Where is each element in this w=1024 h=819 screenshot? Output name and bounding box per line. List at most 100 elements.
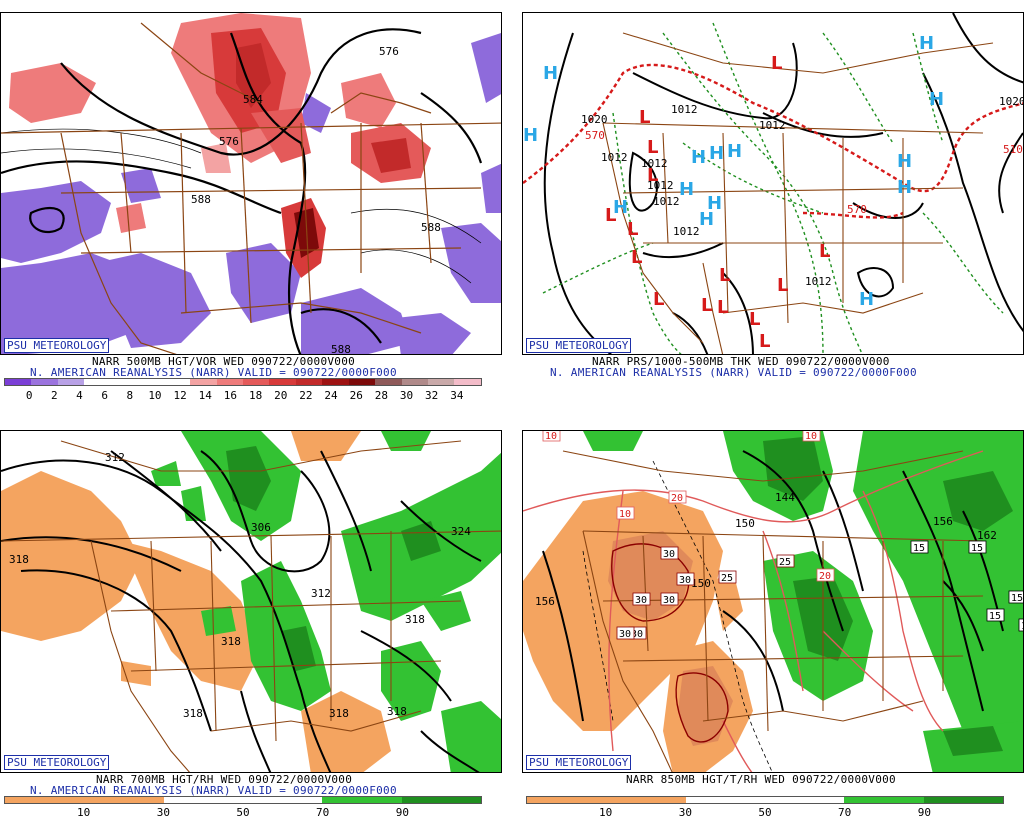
svg-text:25: 25 (779, 557, 791, 568)
contour-label: 318 (405, 613, 425, 626)
pressure-centers: H H H H H H H H H H H H H H L L L L L L (523, 33, 944, 352)
high-pressure-marker: H (613, 197, 628, 218)
boxed-label: 30 (632, 592, 651, 606)
high-pressure-marker: H (859, 289, 874, 310)
colorbar-tick-label: 90 (917, 806, 931, 819)
temperature-contours (582, 460, 773, 772)
panel-title: NARR PRS/1000-500MB THK WED 090722/0000V… (592, 355, 890, 368)
rh-colorbar (526, 796, 1004, 804)
colorbar-tick-label: 12 (173, 389, 187, 402)
colorbar-swatch (428, 379, 455, 385)
contour-label: 144 (775, 491, 795, 504)
boxed-label: 10 (616, 506, 635, 520)
colorbar-swatch (527, 797, 607, 803)
height-contours (1, 450, 482, 772)
boxed-label: 15 (968, 540, 987, 554)
boxed-label: 30 (676, 572, 695, 586)
contour-label: 306 (251, 521, 271, 534)
colorbar-swatch (84, 379, 111, 385)
panel-title: NARR 700MB HGT/RH WED 090722/0000V000 (96, 773, 353, 786)
contour-label: 576 (219, 135, 239, 148)
colorbar-swatch (348, 379, 376, 385)
temperature-red-contours (523, 450, 984, 772)
low-pressure-marker: L (749, 309, 760, 330)
boxed-label: 30 (616, 626, 635, 640)
map-850mb-temperature-rh[interactable]: 156 150 150 144 156 162 10 10 10 20 20 15 15 15… (522, 430, 1024, 773)
contour-label: 162 (977, 529, 997, 542)
psu-meteorology-badge: PSU METEOROLOGY (4, 338, 110, 353)
colorbar-swatch (764, 797, 845, 803)
contour-label: 588 (191, 193, 211, 206)
low-pressure-marker: L (777, 275, 788, 296)
colorbar-tick-label: 4 (76, 389, 83, 402)
contour-labels: 156 150 150 144 156 162 (535, 491, 997, 608)
boxed-temperature-labels: 101010202015151515152525303030303030 (542, 431, 1024, 640)
svg-text:10: 10 (619, 509, 631, 520)
svg-text:15: 15 (1021, 621, 1024, 632)
contour-label: 588 (421, 221, 441, 234)
contour-label: 1012 (805, 275, 832, 288)
high-pressure-marker: H (727, 141, 742, 162)
svg-text:30: 30 (663, 549, 675, 560)
low-pressure-marker: L (631, 247, 642, 268)
colorbar-tick-label: 14 (198, 389, 212, 402)
colorbar-swatch (5, 797, 85, 803)
colorbar-tick-label: 2 (51, 389, 58, 402)
high-pressure-marker: H (709, 143, 724, 164)
low-pressure-marker: L (627, 219, 638, 240)
thickness-contours (523, 63, 1023, 219)
colorbar-tick-label: 6 (101, 389, 108, 402)
map-pressure-thickness[interactable]: H H H H H H H H H H H H H H L L L L L L (522, 12, 1024, 355)
contour-label: 156 (535, 595, 555, 608)
panel-title: NARR 500MB HGT/VOR WED 090722/0000V000 (92, 355, 356, 368)
boxed-label: 25 (718, 570, 737, 584)
svg-text:30: 30 (619, 629, 631, 640)
colorbar-tick-label: 30 (678, 806, 692, 819)
rh-colorbar-ticks: 10 30 50 70 90 (526, 806, 1004, 819)
boxed-label: 30 (660, 592, 679, 606)
negative-vorticity-areas (1, 33, 501, 354)
psu-meteorology-badge: PSU METEOROLOGY (526, 755, 632, 770)
thickness-green-contours (542, 22, 1004, 354)
colorbar-tick-label: 30 (399, 389, 414, 402)
contour-label: 318 (9, 553, 29, 566)
contour-label: 318 (183, 707, 203, 720)
vorticity-colorbar-ticks: 0 2 4 6 8 10 12 14 16 18 20 22 24 26 28 30 32 34 (4, 389, 482, 403)
boxed-label: 20 (668, 490, 687, 504)
svg-text:10: 10 (805, 431, 817, 442)
contour-label: 156 (933, 515, 953, 528)
boxed-label: 15 (1008, 590, 1023, 604)
svg-text:20: 20 (671, 493, 683, 504)
svg-text:30: 30 (631, 629, 643, 640)
high-pressure-marker: H (929, 89, 944, 110)
contour-label: 1012 (647, 179, 674, 192)
low-pressure-marker: L (605, 205, 616, 226)
low-pressure-marker: L (653, 289, 664, 310)
colorbar-tick-label: 16 (223, 389, 238, 402)
political-borders (1, 22, 501, 354)
svg-text:15: 15 (1011, 593, 1023, 604)
contour-label: 312 (311, 587, 331, 600)
colorbar-tick-label: 70 (316, 806, 330, 819)
panel-500mb-vorticity: 576 588 588 588 576 584 PSU METEOROLOGY … (0, 0, 512, 410)
colorbar-swatch (322, 379, 349, 385)
svg-text:10: 10 (545, 431, 557, 442)
colorbar-swatch (844, 797, 924, 803)
map-500mb-vorticity[interactable]: 576 588 588 588 576 584 (0, 12, 502, 355)
vorticity-colorbar (4, 378, 482, 386)
colorbar-swatch (322, 797, 402, 803)
panel-subtitle: N. AMERICAN REANALYSIS (NARR) VALID = 09… (550, 366, 917, 379)
isobar-contours (543, 13, 1023, 354)
map-700mb-rh[interactable]: 312 318 306 324 312 318 318 318 318 318 (0, 430, 502, 773)
high-pressure-marker: H (543, 63, 558, 84)
svg-text:30: 30 (679, 575, 691, 586)
psu-meteorology-badge: PSU METEOROLOGY (526, 338, 632, 353)
height-contours (1, 28, 483, 354)
rh-colorbar-ticks: 10 30 50 70 90 (4, 806, 482, 819)
colorbar-swatch (190, 379, 217, 385)
contour-label: 570 (585, 129, 605, 142)
contour-label: 150 (735, 517, 755, 530)
low-pressure-marker: L (701, 295, 712, 316)
political-borders (1, 440, 501, 772)
colorbar-tick-label: 90 (395, 806, 409, 819)
